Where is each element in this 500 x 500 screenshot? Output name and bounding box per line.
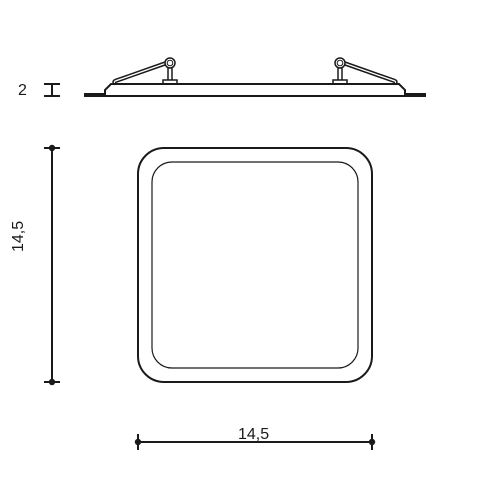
dim-terminator — [135, 439, 141, 445]
spring-coil — [165, 58, 175, 68]
spring-base — [333, 80, 347, 84]
dim-terminator — [369, 439, 375, 445]
dim-label-plan-height: 14,5 — [10, 221, 28, 252]
side-view-body — [85, 84, 425, 96]
spring-base — [163, 80, 177, 84]
technical-drawing — [0, 0, 500, 500]
spring-coil — [335, 58, 345, 68]
spring-arm — [115, 62, 165, 80]
spring-arm — [345, 62, 395, 80]
dim-label-plan-width: 14,5 — [238, 426, 269, 444]
dim-label-side-height: 2 — [18, 82, 27, 100]
dim-terminator — [49, 379, 55, 385]
plan-view-inner — [152, 162, 358, 368]
dim-terminator — [49, 145, 55, 151]
plan-view-outer — [138, 148, 372, 382]
